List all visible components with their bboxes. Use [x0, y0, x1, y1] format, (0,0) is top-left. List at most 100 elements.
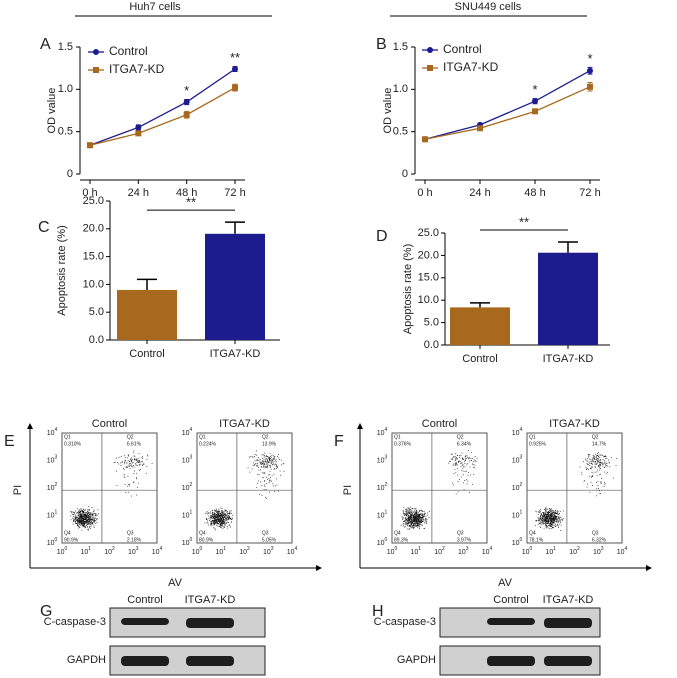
dot [424, 523, 425, 524]
dot [609, 466, 610, 467]
dot [91, 516, 92, 517]
dot [132, 466, 133, 467]
point [587, 84, 593, 90]
dot [606, 458, 607, 459]
dot [417, 524, 418, 525]
dot [595, 467, 596, 468]
dot [122, 462, 123, 463]
dot [92, 514, 93, 515]
dot [595, 459, 596, 460]
dot [267, 479, 268, 480]
dot [264, 489, 265, 490]
tick-exp: 4 [625, 546, 628, 552]
dot [546, 525, 547, 526]
dot [472, 464, 473, 465]
dot [88, 515, 89, 516]
dot [91, 525, 92, 526]
dot [139, 460, 140, 461]
dot [451, 459, 452, 460]
dot [226, 519, 227, 520]
x-tick-label: 104 [287, 546, 298, 556]
dot [264, 457, 265, 458]
dot [216, 523, 217, 524]
point [232, 66, 238, 72]
dot [596, 488, 597, 489]
y-tick-label: 0.0 [424, 339, 439, 351]
dot [403, 524, 404, 525]
dot [262, 454, 263, 455]
dot [451, 454, 452, 455]
dot [232, 518, 233, 519]
dot [544, 521, 545, 522]
dot [224, 519, 225, 520]
dot [599, 490, 600, 491]
dot [88, 512, 89, 513]
quadrant-name: Q3 [127, 530, 134, 536]
dot [596, 456, 597, 457]
dot [414, 521, 415, 522]
dot [469, 461, 470, 462]
dot [212, 513, 213, 514]
x-tick-label: 102 [104, 546, 115, 556]
dot [91, 526, 92, 527]
dot [78, 513, 79, 514]
tick-exp: 0 [55, 537, 58, 543]
dot [402, 518, 403, 519]
dot [81, 517, 82, 518]
dot [411, 511, 412, 512]
dot [538, 511, 539, 512]
dot [79, 509, 80, 510]
dot [554, 519, 555, 520]
dot [562, 520, 563, 521]
dot [469, 492, 470, 493]
dot [215, 517, 216, 518]
dot [467, 465, 468, 466]
dot [551, 521, 552, 522]
tick-exp: 1 [55, 510, 58, 516]
dot [79, 521, 80, 522]
dot [131, 496, 132, 497]
dot [210, 513, 211, 514]
dot [470, 474, 471, 475]
dot [616, 465, 617, 466]
dot [599, 463, 600, 464]
dot [266, 489, 267, 490]
dot [73, 512, 74, 513]
dot [410, 509, 411, 510]
dot [223, 514, 224, 515]
dot [77, 508, 78, 509]
dot [424, 514, 425, 515]
dot [284, 471, 285, 472]
dot [266, 477, 267, 478]
column-label: ITGA7-KD [543, 594, 594, 606]
tick-base: 10 [434, 549, 442, 556]
dot [599, 493, 600, 494]
dot [416, 508, 417, 509]
dot [593, 455, 594, 456]
dot [128, 465, 129, 466]
dot [411, 521, 412, 522]
quadrant-name: Q1 [64, 434, 71, 440]
dot [139, 453, 140, 454]
dot [414, 520, 415, 521]
dot [605, 458, 606, 459]
dot [118, 464, 119, 465]
dot [420, 522, 421, 523]
quadrant-name: Q4 [64, 530, 71, 536]
dot [80, 527, 81, 528]
dot [274, 491, 275, 492]
dot [83, 521, 84, 522]
dot [211, 516, 212, 517]
dot [609, 463, 610, 464]
dot [81, 530, 82, 531]
dot [133, 452, 134, 453]
band [121, 618, 169, 625]
row-label: C-caspase-3 [44, 616, 106, 628]
dot [214, 528, 215, 529]
dot [415, 524, 416, 525]
dot [142, 456, 143, 457]
dot [595, 464, 596, 465]
tick-base: 10 [182, 485, 190, 492]
dot [542, 519, 543, 520]
dot [413, 517, 414, 518]
